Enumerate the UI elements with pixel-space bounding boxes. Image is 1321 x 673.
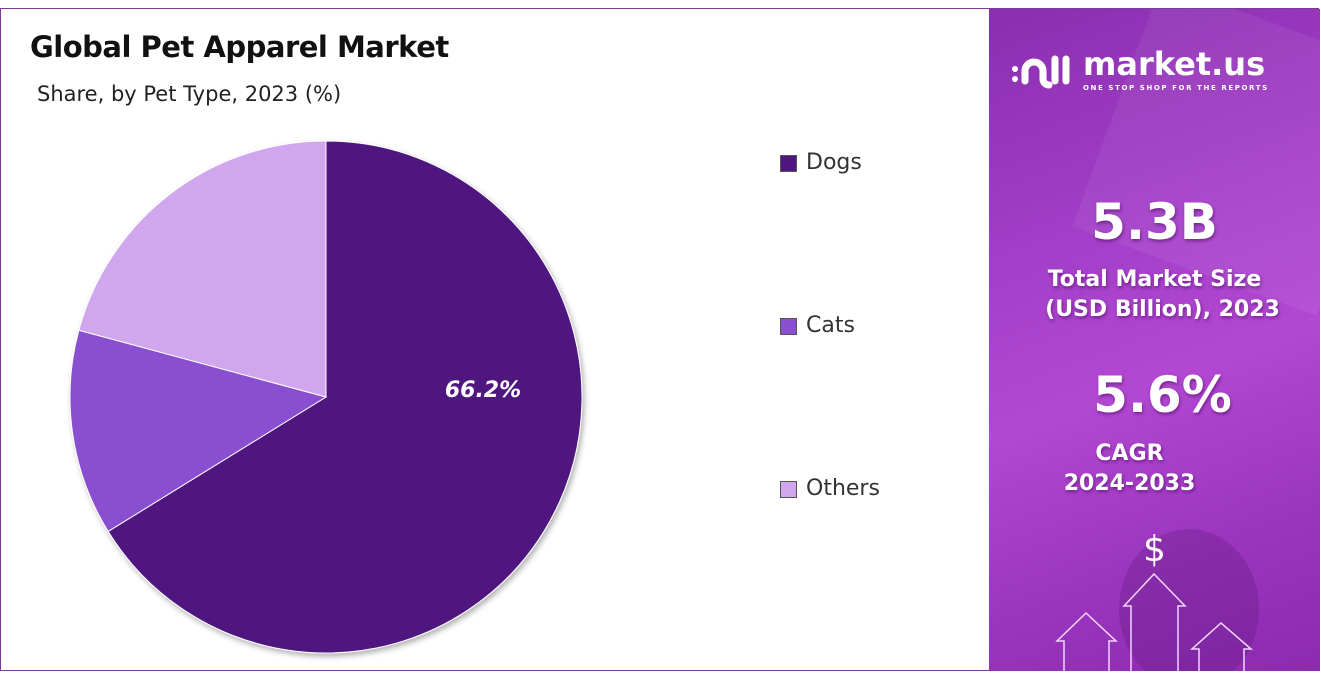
logo-tagline: ONE STOP SHOP FOR THE REPORTS	[1083, 84, 1269, 92]
market-size-label: Total Market Size	[1047, 267, 1262, 292]
pie-slice-cats	[69, 329, 328, 533]
pie-slice-dogs	[107, 140, 583, 654]
chart-title: Global Pet Apparel Market	[30, 30, 449, 64]
market-size-unit: (USD Billion), 2023	[1045, 297, 1280, 322]
legend-swatch-others	[780, 480, 797, 498]
data-label-dogs: 66.2%	[445, 378, 521, 403]
market-size-value: 5.3B	[1091, 193, 1218, 251]
market-us-logo: market.us ONE STOP SHOP FOR THE REPORTS	[1011, 45, 1269, 93]
legend-item-cats: Cats	[780, 313, 855, 339]
legend-label: Cats	[806, 313, 855, 338]
legend-item-dogs: Dogs	[780, 150, 862, 176]
chart-subtitle: Share, by Pet Type, 2023 (%)	[37, 82, 342, 106]
dollar-icon: $	[1143, 529, 1166, 570]
cagr-value: 5.6%	[1093, 366, 1232, 424]
cagr-label: CAGR	[1095, 441, 1164, 466]
pie-chart: 66.2%	[69, 140, 583, 654]
logo-icon	[1012, 55, 1070, 89]
growth-arrows-icon	[1055, 572, 1254, 671]
legend-label: Dogs	[806, 150, 862, 175]
legend-swatch-dogs	[780, 154, 797, 172]
summary-panel: market.us ONE STOP SHOP FOR THE REPORTS …	[989, 9, 1320, 671]
legend-label: Others	[806, 476, 880, 501]
legend-item-others: Others	[780, 476, 880, 502]
pie-slice-others	[78, 140, 327, 398]
logo-name: market.us	[1083, 45, 1266, 83]
legend-swatch-cats	[780, 317, 797, 335]
background-shape	[1119, 529, 1259, 671]
cagr-period: 2024-2033	[1063, 471, 1196, 496]
